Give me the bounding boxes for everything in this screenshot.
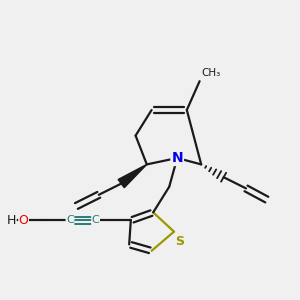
Text: C: C: [66, 215, 74, 225]
Polygon shape: [118, 164, 147, 188]
Text: H: H: [7, 214, 16, 227]
Text: C: C: [92, 215, 100, 225]
Text: N: N: [171, 151, 183, 165]
Text: S: S: [176, 235, 184, 248]
Text: CH₃: CH₃: [201, 68, 220, 78]
Text: O: O: [19, 214, 28, 227]
